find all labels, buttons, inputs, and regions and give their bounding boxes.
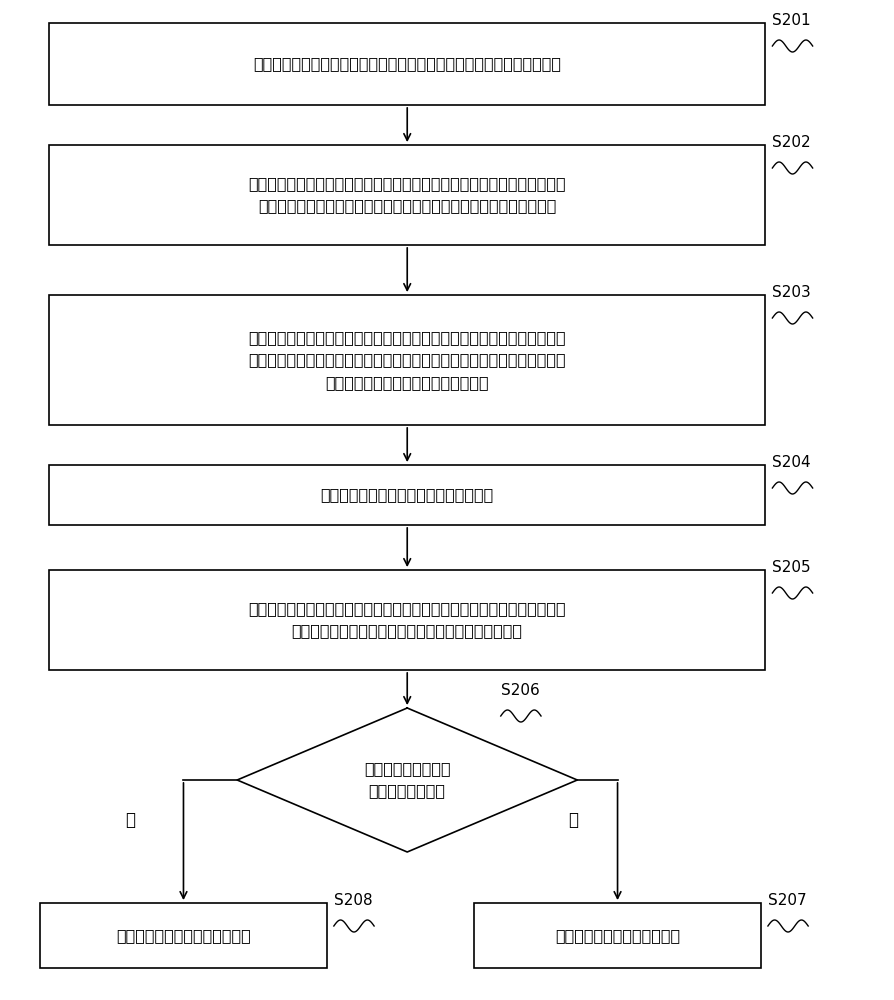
Text: 是: 是 xyxy=(567,811,578,829)
Text: 根据预设模拟方式模拟空调负载突变场景: 根据预设模拟方式模拟空调负载突变场景 xyxy=(320,488,493,502)
FancyBboxPatch shape xyxy=(49,145,764,245)
Text: S201: S201 xyxy=(772,13,810,28)
Text: 确定该功率因数校正模块合格: 确定该功率因数校正模块合格 xyxy=(554,928,679,943)
FancyBboxPatch shape xyxy=(40,903,326,968)
Text: 确定该状态参数是否
满足预设验证条件: 确定该状态参数是否 满足预设验证条件 xyxy=(364,761,450,799)
Text: S207: S207 xyxy=(767,893,805,908)
Text: 否: 否 xyxy=(124,811,135,829)
Text: 分别对电流信号和母线电压信号进行深度滤波和模数转换处理，得到预设数
量的该功率因数校正模块的初始电流和对应该初始电流的初始母线电压: 分别对电流信号和母线电压信号进行深度滤波和模数转换处理，得到预设数 量的该功率因… xyxy=(249,176,565,214)
FancyBboxPatch shape xyxy=(49,465,764,525)
FancyBboxPatch shape xyxy=(49,23,764,105)
FancyBboxPatch shape xyxy=(49,295,764,425)
Text: 确定该功率因数校正模块不合格: 确定该功率因数校正模块不合格 xyxy=(116,928,250,943)
Text: S204: S204 xyxy=(772,455,810,470)
FancyBboxPatch shape xyxy=(474,903,760,968)
Polygon shape xyxy=(237,708,577,852)
Text: S205: S205 xyxy=(772,560,810,575)
Text: 获取该空调负载突变场景下该空调的功率因数校正模块的状态参数，该状态
参数包括最大电流值、最大母线电压以及最小母线电压: 获取该空调负载突变场景下该空调的功率因数校正模块的状态参数，该状态 参数包括最大… xyxy=(249,601,565,639)
FancyBboxPatch shape xyxy=(49,570,764,670)
Text: S203: S203 xyxy=(772,285,810,300)
Text: S208: S208 xyxy=(333,893,372,908)
Text: S206: S206 xyxy=(501,683,539,698)
Text: 确定该预设数量的初始电流的第一均值，并将该第一均值作为该功率因数校
正模块的电流，确定该预设数量的初始母线电压的第二均值，并将该第二均
值作为该功率因数校正模块: 确定该预设数量的初始电流的第一均值，并将该第一均值作为该功率因数校 正模块的电流… xyxy=(249,330,565,390)
Text: 多次获取功率因数校正模块的电流信号和对应该电流信号的母线电压信号: 多次获取功率因数校正模块的电流信号和对应该电流信号的母线电压信号 xyxy=(253,56,561,72)
Text: S202: S202 xyxy=(772,135,810,150)
